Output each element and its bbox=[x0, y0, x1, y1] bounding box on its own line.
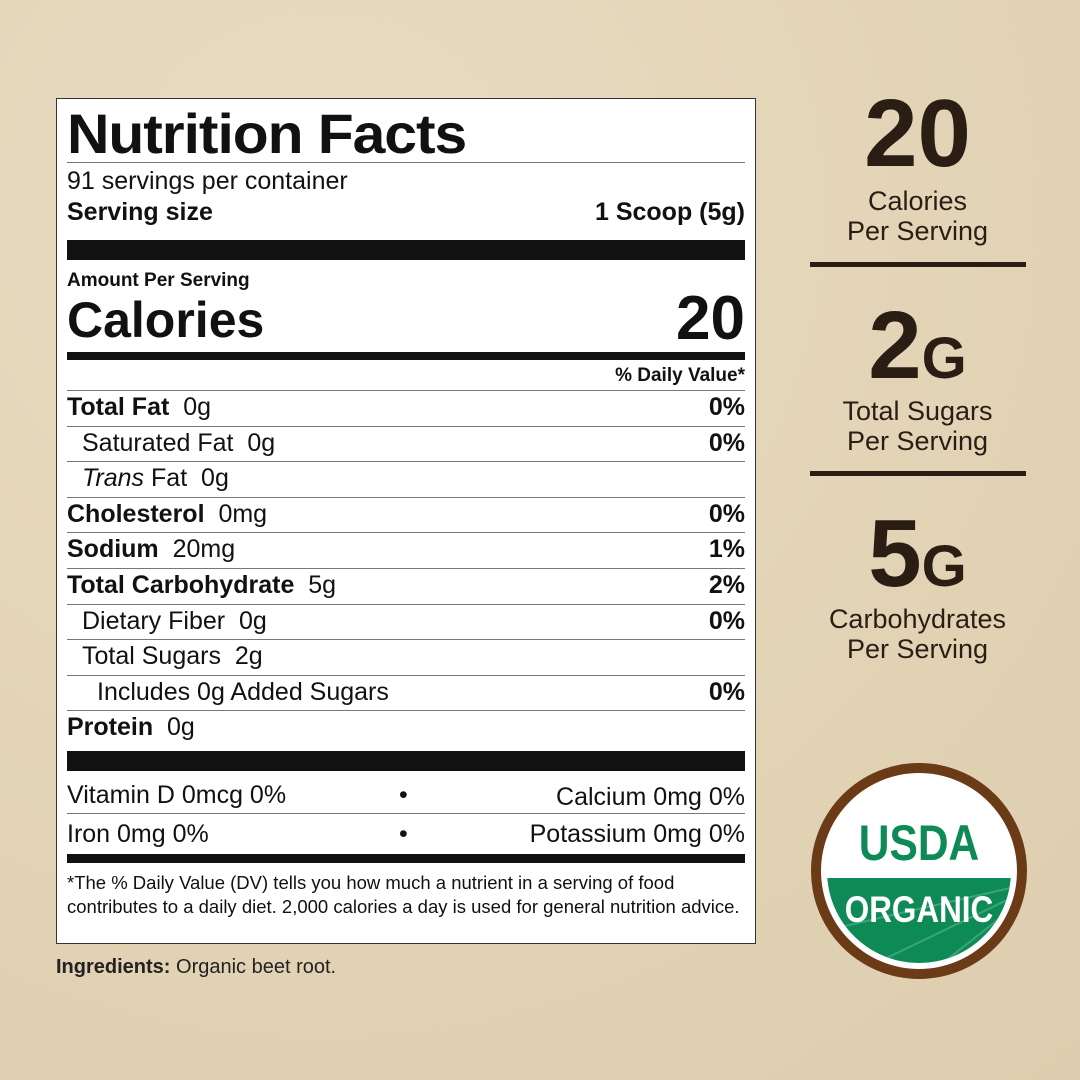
serving-size-label: Serving size bbox=[67, 198, 213, 226]
nutrient-amount: 0mg bbox=[218, 499, 268, 528]
nutrient-amount: 0g bbox=[167, 713, 195, 742]
servings-per-container: 91 servings per container bbox=[67, 167, 348, 195]
divider bbox=[67, 532, 745, 534]
nutrient-daily-value: 0% bbox=[708, 499, 745, 528]
nutrient-row: Protein 0g bbox=[67, 713, 195, 742]
nutrient-daily-value: 0% bbox=[708, 606, 745, 635]
footnote: *The % Daily Value (DV) tells you how mu… bbox=[67, 872, 740, 917]
nutrient-name: Saturated Fat bbox=[82, 428, 234, 457]
divider bbox=[67, 710, 745, 712]
divider bbox=[67, 568, 745, 569]
divider bbox=[67, 603, 745, 605]
nutrient-amount: 0g bbox=[247, 428, 276, 457]
nutrient-name: Sodium bbox=[67, 535, 159, 564]
sugars-highlight: 2G bbox=[868, 292, 967, 399]
divider bbox=[67, 674, 745, 676]
nutrient-name: Protein bbox=[67, 713, 154, 742]
nutrient-amount: 5g bbox=[308, 571, 337, 599]
divider bbox=[67, 496, 745, 498]
medium-divider bbox=[67, 352, 745, 360]
nutrient-row: Sodium 20mg bbox=[67, 535, 235, 564]
nutrient-daily-value: 0% bbox=[708, 677, 745, 706]
nutrient-amount: 0g bbox=[201, 464, 229, 493]
nutrient-row: Includes 0g Added Sugars bbox=[97, 678, 396, 707]
divider bbox=[67, 461, 745, 463]
ingredients-value: Organic beet root. bbox=[170, 956, 337, 978]
nutrient-name: Fat bbox=[151, 464, 188, 493]
nutrient-row: Total Sugars 2g bbox=[82, 642, 263, 671]
nutrient-amount: 20mg bbox=[172, 535, 236, 564]
thick-divider bbox=[67, 751, 745, 771]
bullet: • bbox=[399, 781, 408, 809]
usda-organic-seal-icon: USDA ORGANIC bbox=[811, 763, 1027, 979]
amount-per-serving: Amount Per Serving bbox=[67, 270, 250, 291]
divider bbox=[67, 425, 745, 427]
nutrient-daily-value: 2% bbox=[708, 571, 745, 599]
carbs-caption: Carbohydrates Per Serving bbox=[828, 604, 1007, 664]
nutrient-row: Total Fat 0g bbox=[67, 393, 211, 422]
divider bbox=[67, 813, 745, 814]
svg-text:ORGANIC: ORGANIC bbox=[845, 890, 993, 931]
calcium: Calcium 0mg 0% bbox=[556, 783, 745, 811]
nutrient-row: Dietary Fiber 0g bbox=[82, 607, 267, 636]
nutrient-daily-value: 0% bbox=[708, 393, 745, 421]
ingredients-label: Ingredients: bbox=[56, 956, 171, 978]
nutrient-row: Saturated Fat 0g bbox=[82, 429, 275, 458]
nutrient-name: Cholesterol bbox=[67, 499, 205, 528]
calories-value: 20 bbox=[676, 284, 745, 353]
ingredients: Ingredients: Organic beet root. bbox=[56, 956, 336, 979]
divider bbox=[810, 471, 1026, 476]
nutrient-name: Includes 0g Added Sugars bbox=[97, 677, 389, 706]
nutrient-amount: 2g bbox=[234, 642, 263, 671]
divider bbox=[810, 262, 1026, 267]
nutrient-daily-value: 0% bbox=[708, 428, 745, 457]
divider bbox=[67, 162, 745, 163]
potassium: Potassium 0mg 0% bbox=[529, 820, 745, 848]
nutrient-name: Trans bbox=[82, 464, 145, 493]
iron: Iron 0mg 0% bbox=[67, 820, 209, 848]
panel-title: Nutrition Facts bbox=[67, 102, 467, 165]
divider bbox=[67, 390, 745, 391]
nutrient-row: Total Carbohydrate 5g bbox=[67, 571, 336, 600]
nutrient-row: Cholesterol 0mg bbox=[67, 500, 267, 529]
nutrient-daily-value: 1% bbox=[708, 535, 745, 564]
thick-divider bbox=[67, 240, 745, 260]
daily-value-header: % Daily Value* bbox=[615, 365, 745, 386]
nutrient-name: Total Carbohydrate bbox=[67, 571, 295, 599]
vitamin-d: Vitamin D 0mcg 0% bbox=[67, 781, 287, 809]
nutrient-amount: 0g bbox=[183, 393, 212, 421]
nutrient-name: Total Fat bbox=[67, 393, 170, 421]
divider bbox=[67, 639, 745, 641]
calories-highlight: 20 bbox=[864, 80, 971, 187]
serving-size-value: 1 Scoop (5g) bbox=[594, 198, 745, 226]
calories-label: Calories bbox=[67, 292, 265, 348]
nutrient-amount: 0g bbox=[239, 606, 267, 635]
nutrition-facts-panel: Nutrition Facts 91 servings per containe… bbox=[56, 98, 756, 944]
nutrient-name: Total Sugars bbox=[82, 642, 221, 671]
sugars-caption: Total Sugars Per Serving bbox=[842, 396, 993, 456]
nutrient-row: Trans Fat 0g bbox=[82, 464, 229, 493]
bullet: • bbox=[399, 820, 408, 848]
calories-caption: Calories Per Serving bbox=[846, 186, 989, 246]
carbs-highlight: 5G bbox=[868, 500, 967, 607]
medium-divider bbox=[67, 854, 745, 863]
svg-text:USDA: USDA bbox=[859, 815, 979, 871]
nutrient-name: Dietary Fiber bbox=[82, 606, 226, 635]
